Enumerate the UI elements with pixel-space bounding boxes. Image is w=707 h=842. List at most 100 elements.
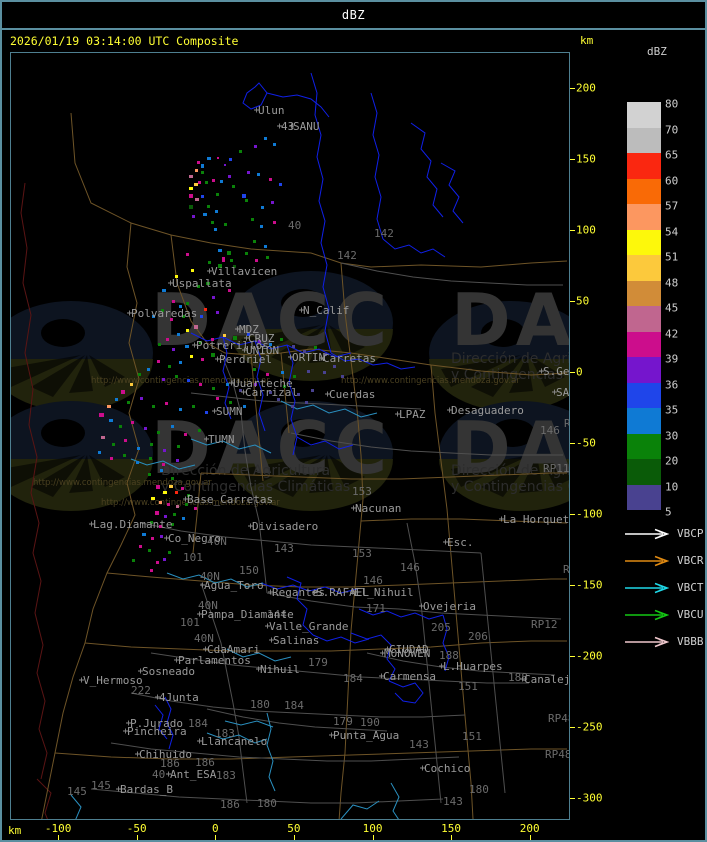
hydro-layer [70,72,464,819]
radar-echo-cell [139,545,142,548]
radar-echo-cell [199,383,202,386]
radar-echo-cell [194,183,198,186]
color-band-54[interactable] [627,229,661,255]
color-band-80[interactable] [627,102,661,128]
color-band-60[interactable] [627,178,661,204]
place-label: SAOU [556,386,569,399]
radar-echo-cell [224,164,226,166]
radar-echo-cell [201,358,204,361]
vector-legend-item-VBBB[interactable]: VBBB [625,630,705,657]
y-tick-mark [570,443,575,445]
place-marker-icon [215,356,220,362]
watermark-url: http://www.contingencias.mendoza.gov.ar [33,478,212,488]
color-band-30[interactable] [627,433,661,459]
color-band-35[interactable] [627,408,661,434]
y-tick-label: -200 [576,649,603,663]
color-band-36[interactable] [627,382,661,408]
place-marker-icon [254,107,259,113]
road-label: 171 [366,602,386,615]
vector-legend-item-VBCP[interactable]: VBCP [625,522,705,549]
vector-legend-item-VBCT[interactable]: VBCT [625,576,705,603]
place-marker-icon [244,335,249,341]
x-tick-mark [215,835,217,840]
radar-echo-cell [251,218,254,221]
radar-echo-cell [189,187,193,190]
radar-echo-cell [208,261,211,264]
radar-echo-cell [220,180,223,183]
radar-echo-cell [110,457,113,460]
map-graphics: DACC DACC DACC DACC Dirección de Agricul… [11,72,569,819]
place-marker-icon [203,646,208,652]
color-band-48[interactable] [627,280,661,306]
place-marker-icon [200,582,205,588]
road-label: 153 [352,547,372,560]
place-label: Base_Carretas [187,493,273,506]
color-scale-bar[interactable] [627,102,661,510]
radar-echo-cell [184,433,187,436]
place-marker-icon [168,280,173,286]
road-label: RP12 [531,618,558,631]
road-label: 143 [274,542,294,555]
radar-echo-cell [201,195,204,198]
vector-legend-item-VBCR[interactable]: VBCR [625,549,705,576]
vector-legend-item-VBCU[interactable]: VBCU [625,603,705,630]
radar-echo-cell [190,355,193,358]
color-band-20[interactable] [627,459,661,485]
color-band-65[interactable] [627,153,661,179]
province-border [41,222,140,819]
radar-echo-cell [297,393,300,396]
radar-echo-cell [189,205,193,209]
place-label: S.Geronimo [543,365,569,378]
color-band-70[interactable] [627,127,661,153]
place-marker-icon [166,771,171,777]
province-border [250,354,264,482]
radar-echo-cell [269,343,272,346]
color-band-45[interactable] [627,306,661,332]
color-band-10[interactable] [627,484,661,510]
radar-echo-cell [197,285,200,288]
color-scale-tick-30: 30 [665,429,679,442]
radar-echo-cell [243,405,246,408]
y-tick-label: -50 [576,436,596,450]
color-band-51[interactable] [627,255,661,281]
radar-echo-cell [323,371,326,374]
place-label: Lag.Diamante [93,518,172,531]
radar-echo-cell [260,225,263,228]
radar-echo-cell [189,175,193,178]
road-label: 40N [198,599,218,612]
radar-echo-cell [162,378,165,381]
x-tick-label: 50 [287,822,301,835]
color-band-42[interactable] [627,331,661,357]
place-marker-icon [174,657,179,663]
map-canvas[interactable]: DACC DACC DACC DACC Dirección de Agricul… [10,52,570,820]
province-border [200,472,567,480]
radar-echo-cell [173,513,176,516]
color-band-39[interactable] [627,357,661,383]
road-label: 186 [160,757,180,770]
color-scale-tick-10: 10 [665,480,679,493]
road-label: RP3 [564,417,569,430]
place-label: UNION [246,344,279,357]
color-band-57[interactable] [627,204,661,230]
radar-echo-cell [198,181,201,184]
radar-echo-cell [161,309,164,312]
place-label: P.Jurado [130,717,183,730]
color-scale-tick-70: 70 [665,123,679,136]
place-label: Valle_Grande [269,620,348,633]
y-tick-mark [570,726,575,728]
road-label: 222 [131,684,151,697]
radar-echo-cell [182,517,185,520]
radar-echo-cell [172,348,175,351]
radar-echo-cell [227,251,231,255]
radar-echo-cell [206,282,210,285]
arrow-icon [625,528,670,540]
place-marker-icon [443,539,448,545]
radar-echo-cell [163,491,167,494]
radar-echo-cell [242,194,246,198]
radar-echo-cell [204,308,207,311]
radar-echo-cell [156,485,160,489]
place-marker-icon [197,611,202,617]
radar-echo-cell [224,223,227,226]
place-marker-icon [325,391,330,397]
place-label: Uuarteche [233,377,293,390]
